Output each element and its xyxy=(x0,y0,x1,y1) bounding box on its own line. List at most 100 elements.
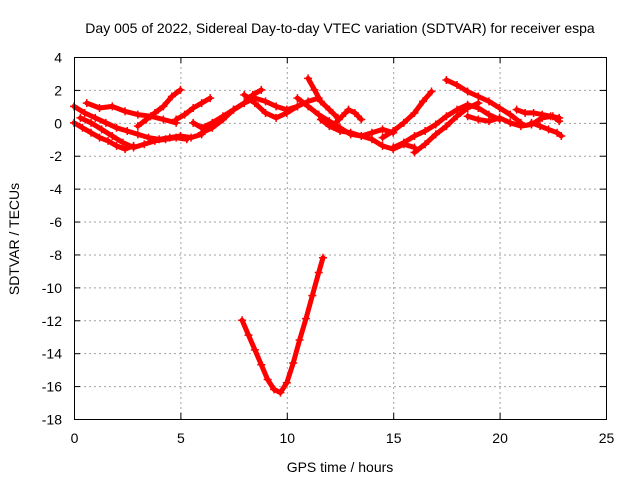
data-point xyxy=(378,125,387,134)
data-point xyxy=(346,128,355,137)
data-point xyxy=(316,97,325,106)
data-point xyxy=(206,94,215,103)
data-point xyxy=(172,133,181,142)
data-point xyxy=(229,105,238,114)
data-point xyxy=(270,385,279,394)
data-point xyxy=(378,133,387,142)
x-tick-label: 20 xyxy=(492,430,508,446)
series-line xyxy=(380,89,434,141)
data-point xyxy=(208,123,217,132)
data-point xyxy=(325,122,334,131)
data-point xyxy=(101,118,110,127)
y-tick-label: -14 xyxy=(42,346,62,362)
data-point xyxy=(293,102,302,111)
data-point xyxy=(238,316,247,325)
data-point xyxy=(314,268,323,277)
data-point xyxy=(546,112,555,121)
data-point xyxy=(357,115,366,124)
data-point xyxy=(310,85,319,94)
data-point xyxy=(331,118,340,127)
data-point xyxy=(410,148,419,157)
data-point xyxy=(197,99,206,108)
data-point xyxy=(244,331,253,340)
data-point xyxy=(453,80,462,89)
data-point xyxy=(484,117,493,126)
data-point xyxy=(506,118,515,127)
data-point xyxy=(544,125,553,134)
data-point xyxy=(495,104,504,113)
data-point xyxy=(421,140,430,149)
data-point xyxy=(250,99,259,108)
data-point xyxy=(180,110,189,119)
data-point xyxy=(421,127,430,136)
data-point xyxy=(87,128,96,137)
data-point xyxy=(350,108,359,117)
series-arc-5 xyxy=(133,85,185,131)
data-point xyxy=(82,99,91,108)
data-point xyxy=(176,85,185,94)
data-point xyxy=(272,113,281,122)
data-point xyxy=(463,87,472,96)
series-arc-13 xyxy=(331,105,366,127)
x-axis-label: GPS time / hours xyxy=(287,459,394,475)
data-point xyxy=(495,113,504,122)
series-arc-11 xyxy=(304,74,342,122)
y-tick-label: -18 xyxy=(42,412,62,428)
data-point xyxy=(240,99,249,108)
x-tick-label: 25 xyxy=(599,430,615,446)
data-point xyxy=(182,135,191,144)
data-point xyxy=(301,314,310,323)
data-point xyxy=(338,112,347,121)
data-point xyxy=(442,112,451,121)
data-point xyxy=(150,136,159,145)
data-point xyxy=(261,97,270,106)
data-point xyxy=(108,131,117,140)
data-point xyxy=(276,388,285,397)
series-arc-14 xyxy=(378,87,436,142)
data-point xyxy=(142,115,151,124)
data-point xyxy=(129,143,138,152)
data-point xyxy=(295,336,304,345)
data-point xyxy=(263,375,272,384)
series-line xyxy=(239,255,326,396)
data-point xyxy=(97,125,106,134)
data-point xyxy=(250,345,259,354)
data-point xyxy=(410,131,419,140)
data-point xyxy=(121,107,130,116)
data-point xyxy=(314,110,323,119)
data-point xyxy=(555,113,564,122)
data-point xyxy=(133,130,142,139)
series-arc-3 xyxy=(76,113,191,152)
data-point xyxy=(316,115,325,124)
data-point xyxy=(474,115,483,124)
data-point xyxy=(282,108,291,117)
series-line xyxy=(241,92,300,121)
data-point xyxy=(399,118,408,127)
data-point xyxy=(527,118,536,127)
y-tick-label: -16 xyxy=(42,379,62,395)
data-point xyxy=(431,130,440,139)
data-point xyxy=(418,97,427,106)
data-point xyxy=(304,74,313,83)
data-point xyxy=(172,115,181,124)
data-point xyxy=(516,122,525,131)
y-tick-label: -6 xyxy=(50,214,63,230)
chart-title: Day 005 of 2022, Sidereal Day-to-day VTE… xyxy=(85,20,595,36)
y-tick-label: 0 xyxy=(54,115,62,131)
y-tick-label: -8 xyxy=(50,247,63,263)
y-tick-label: -12 xyxy=(42,313,62,329)
data-point xyxy=(161,135,170,144)
series-arc-9 xyxy=(240,90,302,122)
data-point xyxy=(389,143,398,152)
data-point xyxy=(91,113,100,122)
data-point xyxy=(257,85,266,94)
data-point xyxy=(272,102,281,111)
data-point xyxy=(318,253,327,262)
data-point xyxy=(427,87,436,96)
data-point xyxy=(133,122,142,131)
series-arc-8 xyxy=(197,85,266,137)
data-point xyxy=(123,127,132,136)
data-point xyxy=(463,112,472,121)
